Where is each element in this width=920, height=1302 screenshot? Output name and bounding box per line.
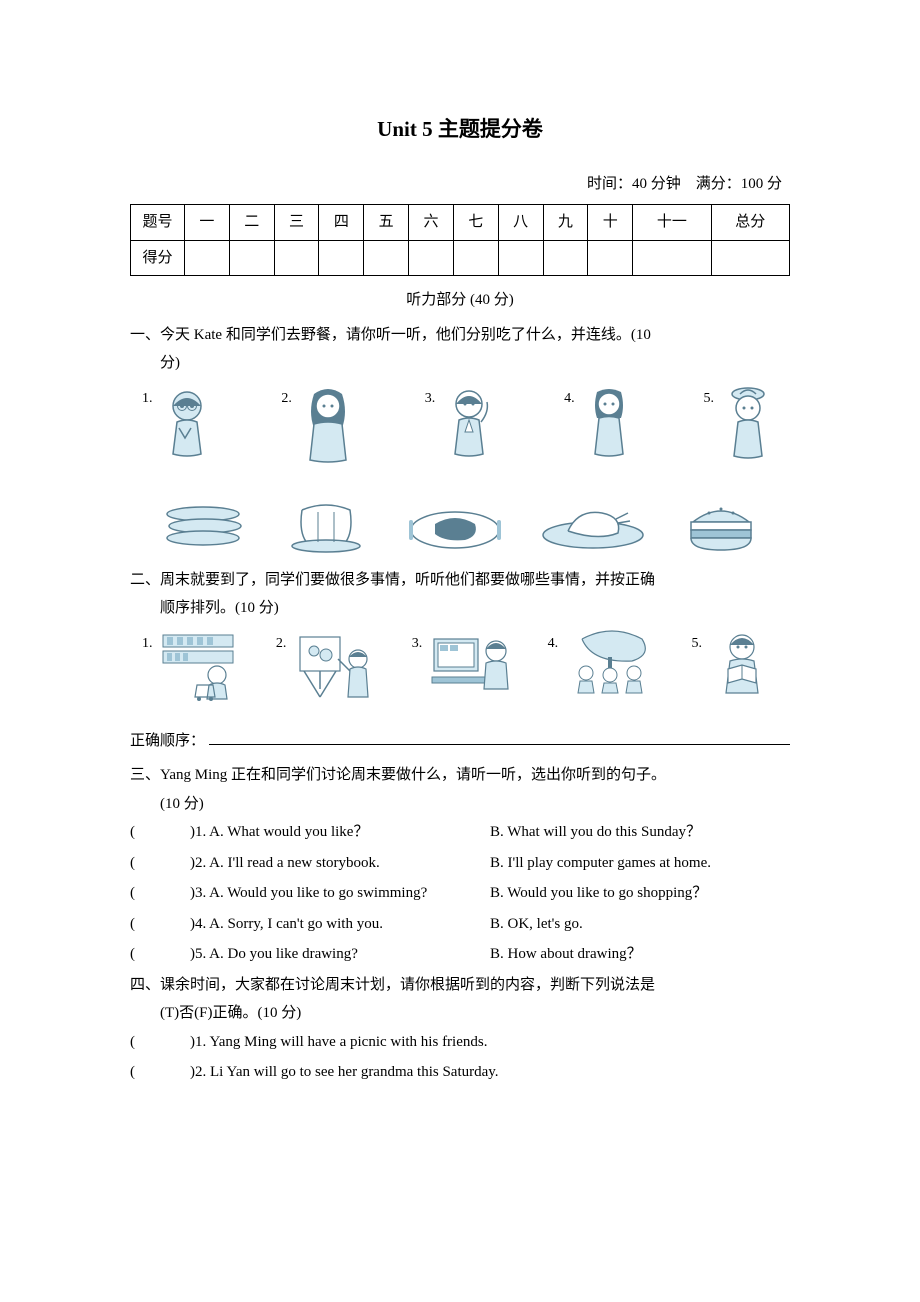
cell [364, 240, 409, 276]
cell: 总分 [711, 205, 789, 241]
q3-item: ( )4. A. Sorry, I can't go with you. B. … [130, 910, 790, 939]
q1-num: 3. [425, 386, 436, 413]
q3-item: ( )3. A. Would you like to go swimming? … [130, 879, 790, 908]
order-label: 正确顺序： [130, 727, 205, 756]
opt-b: B. OK, let's go. [490, 910, 790, 939]
opt-a: )1. A. What would you like？ [190, 818, 490, 847]
cell: 三 [274, 205, 319, 241]
child-icon [296, 384, 360, 468]
opt-b: B. I'll play computer games at home. [490, 849, 790, 878]
section-listening: 听力部分 (40 分) [130, 286, 790, 315]
stmt: )1. Yang Ming will have a picnic with hi… [190, 1028, 487, 1057]
q2-text: 二、周末就要到了，同学们要做很多事情，听听他们都要做哪些事情，并按正确 [130, 566, 790, 595]
paren: ( [130, 1028, 190, 1057]
shopping-icon [157, 629, 247, 701]
meta-line: 时间：40 分钟 满分：100 分 [130, 170, 790, 199]
cell: 十一 [633, 205, 711, 241]
paren: ( [130, 910, 190, 939]
child-icon [718, 384, 778, 464]
q2-num: 2. [276, 631, 287, 658]
paren: ( [130, 849, 190, 878]
bread-icon [282, 496, 372, 556]
stmt: )2. Li Yan will go to see her grandma th… [190, 1058, 499, 1087]
cell: 得分 [131, 240, 185, 276]
q3-text: 三、Yang Ming 正在和同学们讨论周末要做什么，请听一听，选出你听到的句子… [130, 761, 790, 790]
q1-food-row [130, 496, 790, 556]
cell [453, 240, 498, 276]
cell: 题号 [131, 205, 185, 241]
cell [498, 240, 543, 276]
q3-item: ( )2. A. I'll read a new storybook. B. I… [130, 849, 790, 878]
q1-num: 1. [142, 386, 153, 413]
burger-icon [681, 496, 761, 556]
q2-activity-row: 1. 2. 3. [130, 629, 790, 701]
child-icon [157, 384, 217, 464]
q1-text-cont: 分) [130, 349, 790, 378]
sausage-icon [159, 498, 249, 554]
painting-icon [290, 629, 382, 701]
underline [209, 730, 790, 745]
q1-num: 5. [704, 386, 715, 413]
q4-item: ( )2. Li Yan will go to see her grandma … [130, 1058, 790, 1087]
q2-num: 4. [548, 631, 559, 658]
cell [633, 240, 711, 276]
q2-num: 3. [412, 631, 423, 658]
cell [185, 240, 230, 276]
q3-item: ( )1. A. What would you like？ B. What wi… [130, 818, 790, 847]
cell [229, 240, 274, 276]
q1-num: 2. [281, 386, 292, 413]
q2-num: 1. [142, 631, 153, 658]
picnic-icon [562, 629, 662, 697]
computer-icon [426, 629, 518, 697]
child-icon [439, 384, 499, 464]
opt-a: )4. A. Sorry, I can't go with you. [190, 910, 490, 939]
chicken-plate-icon [538, 501, 648, 551]
cell: 二 [229, 205, 274, 241]
cell [588, 240, 633, 276]
q4-text-cont: (T)否(F)正确。(10 分) [130, 999, 790, 1028]
cell: 九 [543, 205, 588, 241]
opt-a: )2. A. I'll read a new storybook. [190, 849, 490, 878]
reading-icon [706, 629, 778, 701]
cell [711, 240, 789, 276]
q4-text: 四、课余时间，大家都在讨论周末计划，请你根据听到的内容，判断下列说法是 [130, 971, 790, 1000]
table-row: 题号 一 二 三 四 五 六 七 八 九 十 十一 总分 [131, 205, 790, 241]
q3-text-cont: (10 分) [130, 790, 790, 819]
q3-item: ( )5. A. Do you like drawing? B. How abo… [130, 940, 790, 969]
steak-plate-icon [405, 498, 505, 554]
q1-text: 一、今天 Kate 和同学们去野餐，请你听一听，他们分别吃了什么，并连线。(10 [130, 321, 790, 350]
cell: 一 [185, 205, 230, 241]
cell: 四 [319, 205, 364, 241]
child-icon [579, 384, 639, 464]
q4-item: ( )1. Yang Ming will have a picnic with … [130, 1028, 790, 1057]
page-title: Unit 5 主题提分卷 [130, 110, 790, 150]
cell [319, 240, 364, 276]
cell: 六 [409, 205, 454, 241]
opt-b: B. How about drawing？ [490, 940, 790, 969]
paren: ( [130, 1058, 190, 1087]
q2-text-cont: 顺序排列。(10 分) [130, 594, 790, 623]
q1-num: 4. [564, 386, 575, 413]
cell [274, 240, 319, 276]
table-row: 得分 [131, 240, 790, 276]
cell: 七 [453, 205, 498, 241]
q1-people-row: 1. 2. 3. 4. [130, 384, 790, 468]
q2-num: 5. [692, 631, 703, 658]
cell [543, 240, 588, 276]
paren: ( [130, 879, 190, 908]
paren: ( [130, 940, 190, 969]
cell: 八 [498, 205, 543, 241]
cell: 五 [364, 205, 409, 241]
opt-a: )3. A. Would you like to go swimming? [190, 879, 490, 908]
paren: ( [130, 818, 190, 847]
score-table: 题号 一 二 三 四 五 六 七 八 九 十 十一 总分 得分 [130, 204, 790, 276]
opt-a: )5. A. Do you like drawing? [190, 940, 490, 969]
cell [409, 240, 454, 276]
opt-b: B. Would you like to go shopping？ [490, 879, 790, 908]
cell: 十 [588, 205, 633, 241]
opt-b: B. What will you do this Sunday？ [490, 818, 790, 847]
q2-order-line: 正确顺序： [130, 727, 790, 756]
